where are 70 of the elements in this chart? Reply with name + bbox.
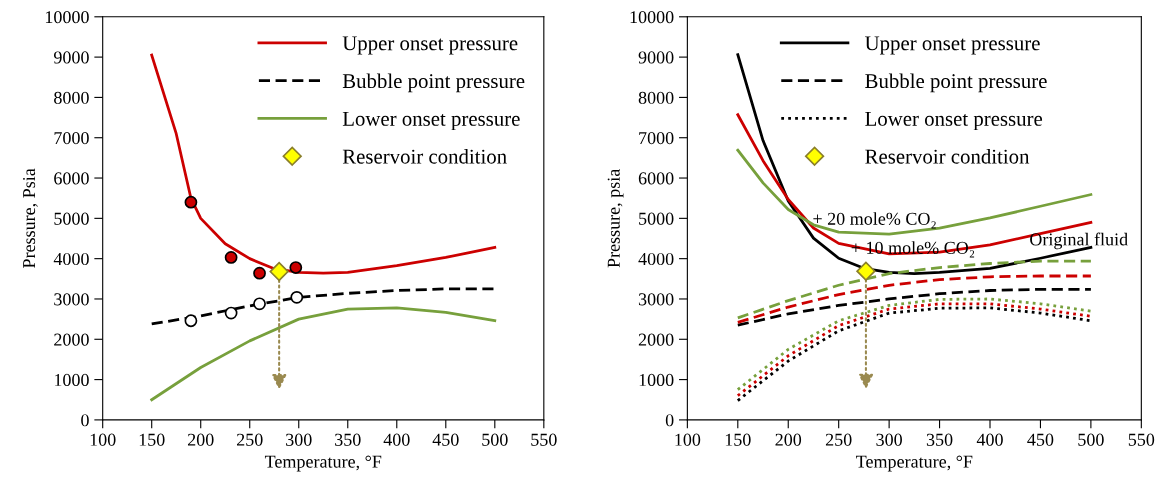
x-tick-label: 250 — [825, 433, 852, 446]
point — [224, 251, 238, 264]
y-tick-label: 3000 — [54, 293, 89, 306]
line-series — [736, 274, 1093, 324]
y-tick-label: 3000 — [638, 293, 674, 306]
legend-label: Reservoir condition — [342, 148, 507, 164]
x-tick-label: 150 — [139, 433, 165, 446]
y-axis-title: Pressure, psia — [607, 168, 624, 268]
legend-label: Upper onset pressure — [865, 36, 1040, 55]
x-tick-label: 500 — [482, 433, 508, 446]
point — [253, 297, 266, 311]
x-tick-label: 400 — [976, 433, 1003, 446]
y-tick-label: 6000 — [638, 172, 674, 185]
x-tick-label: 350 — [335, 433, 361, 446]
x-tick-label: 300 — [286, 433, 312, 446]
legend-label: Lower onset pressure — [865, 112, 1043, 131]
legend-label: Bubble point pressure — [342, 73, 525, 93]
line-series — [736, 287, 1093, 327]
x-tick-label: 500 — [1078, 433, 1104, 446]
y-tick-label: 7000 — [54, 131, 89, 145]
y-tick-label: 10000 — [45, 11, 89, 24]
y-tick-label: 9000 — [53, 51, 89, 64]
y-tick-label: 8000 — [638, 91, 674, 104]
x-tick-label: 250 — [236, 433, 263, 446]
legend-label: Reservoir condition — [865, 148, 1030, 164]
y-tick-label: 7000 — [639, 131, 674, 145]
line-series — [736, 259, 1093, 320]
point — [253, 266, 266, 280]
y-tick-label: 2000 — [638, 333, 674, 346]
legend-label: Upper onset pressure — [342, 36, 518, 55]
x-tick-label: 150 — [725, 433, 751, 446]
point — [184, 314, 198, 328]
y-tick-label: 1000 — [54, 373, 89, 387]
point — [269, 261, 289, 282]
y-tick-label: 10000 — [630, 11, 674, 24]
y-tick-label: 5000 — [54, 212, 89, 225]
x-axis-title: Temperature, °F — [264, 455, 382, 472]
y-tick-label: 6000 — [54, 172, 89, 185]
x-tick-label: 200 — [187, 433, 214, 446]
point — [290, 290, 304, 304]
line-series — [736, 113, 1093, 256]
point — [224, 306, 238, 320]
x-tick-label: 100 — [675, 433, 701, 446]
annotation: + 20 mole% CO₂ — [813, 212, 936, 229]
y-tick-label: 2000 — [54, 333, 89, 346]
y-axis-title: Pressure, Psia — [23, 168, 38, 268]
x-tick-label: 300 — [876, 433, 902, 446]
y-tick-label: 1000 — [639, 373, 674, 387]
y-tick-label: 4000 — [638, 252, 674, 266]
point — [184, 195, 198, 209]
y-tick-label: 0 — [665, 414, 674, 427]
x-tick-label: 550 — [531, 433, 557, 446]
x-tick-label: 450 — [432, 433, 459, 446]
x-tick-label: 350 — [926, 433, 953, 446]
line-series — [150, 306, 497, 402]
x-axis-title: Temperature, °F — [856, 455, 973, 472]
legend-label: Lower onset pressure — [342, 112, 520, 131]
point — [289, 261, 303, 274]
x-tick-label: 450 — [1027, 433, 1054, 446]
y-tick-label: 8000 — [54, 91, 89, 104]
x-tick-label: 200 — [775, 433, 802, 446]
x-tick-label: 550 — [1128, 433, 1155, 446]
y-tick-label: 0 — [81, 414, 89, 427]
y-tick-label: 4000 — [53, 252, 89, 266]
y-tick-label: 5000 — [639, 212, 674, 225]
y-tick-label: 9000 — [638, 51, 674, 64]
legend-label: Bubble point pressure — [865, 73, 1047, 93]
annotation: Original fluid — [1030, 232, 1128, 250]
x-tick-label: 400 — [383, 433, 410, 446]
x-tick-label: 100 — [90, 433, 116, 446]
